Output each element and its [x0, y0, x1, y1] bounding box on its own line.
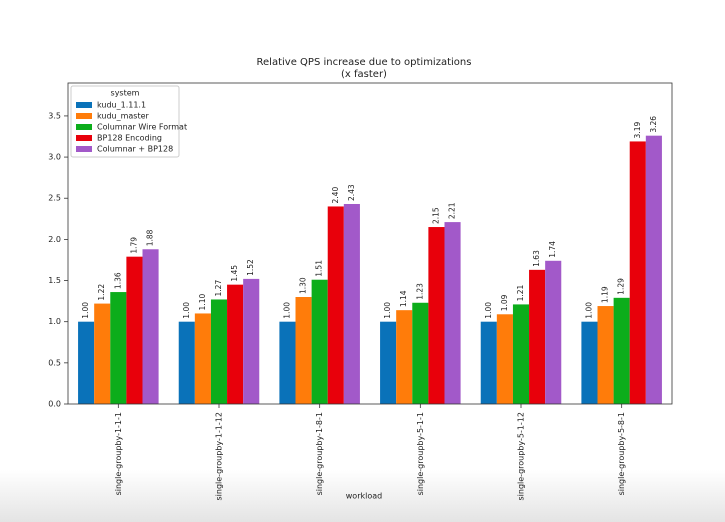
bar: [545, 260, 562, 404]
value-label: 1.74: [548, 241, 557, 258]
bar: [210, 299, 228, 404]
bar: [613, 297, 630, 404]
value-label: 2.43: [347, 184, 356, 201]
x-tick-label: single-groupby-1-1-1: [114, 412, 123, 495]
y-tick-label: 1.5: [48, 276, 61, 285]
bar: [529, 269, 546, 404]
bar: [295, 297, 312, 404]
value-label: 1.00: [484, 302, 493, 319]
y-tick-label: 2.0: [48, 235, 61, 244]
y-tick-label: 2.5: [48, 194, 61, 203]
bar: [110, 292, 127, 404]
legend-label: BP128 Encoding: [97, 134, 162, 143]
bar: [629, 141, 646, 404]
bar: [396, 310, 413, 404]
value-label: 1.09: [500, 294, 509, 311]
bar: [512, 304, 530, 404]
value-label: 1.52: [246, 259, 255, 276]
y-tick-label: 3.0: [48, 153, 61, 162]
x-tick-label: single-groupby-1-1-12: [215, 412, 224, 501]
bar: [194, 313, 211, 404]
bar: [243, 278, 260, 404]
value-label: 1.27: [214, 280, 223, 297]
legend-label: kudu_master: [97, 112, 150, 121]
bar: [279, 321, 296, 404]
legend-swatch: [76, 146, 92, 152]
value-label: 1.79: [129, 237, 138, 254]
bar: [581, 321, 598, 404]
value-label: 2.40: [331, 187, 340, 204]
value-label: 1.00: [584, 302, 593, 319]
value-label: 1.19: [601, 286, 610, 303]
y-tick-label: 3.5: [48, 111, 61, 120]
chart-title: Relative QPS increase due to optimizatio…: [257, 57, 472, 68]
legend-label: Columnar Wire Format: [97, 123, 187, 132]
legend-swatch: [76, 124, 92, 130]
legend-label: Columnar + BP128: [97, 145, 173, 154]
legend-title: system: [111, 89, 140, 98]
value-label: 1.00: [383, 302, 392, 319]
bar: [126, 256, 143, 404]
legend-swatch: [76, 135, 92, 141]
y-tick-label: 0.0: [48, 400, 61, 409]
value-label: 1.45: [230, 265, 239, 282]
value-label: 1.21: [516, 284, 525, 301]
value-label: 1.88: [146, 229, 155, 246]
x-tick-label: single-groupby-1-8-1: [315, 412, 324, 495]
bar: [645, 135, 662, 404]
bottom-shade: [0, 470, 725, 522]
value-label: 2.15: [431, 207, 440, 224]
legend-swatch: [76, 102, 92, 108]
bar: [496, 314, 513, 404]
bar: [78, 321, 95, 404]
bar: [311, 279, 328, 404]
value-label: 1.36: [113, 272, 122, 289]
bar: [480, 321, 497, 404]
bar: [227, 284, 244, 404]
bar: [94, 303, 111, 404]
value-label: 1.63: [532, 250, 541, 267]
value-label: 1.29: [617, 278, 626, 295]
value-label: 1.10: [198, 294, 207, 311]
x-tick-label: single-groupby-5-1-12: [517, 412, 526, 501]
value-label: 1.30: [299, 277, 308, 294]
plot-frame: [67, 82, 673, 405]
x-tick-label: single-groupby-5-8-1: [617, 412, 626, 495]
value-label: 1.00: [81, 302, 90, 319]
y-tick-label: 0.5: [48, 358, 61, 367]
bar: [327, 206, 344, 404]
y-tick-label: 1.0: [48, 317, 61, 326]
legend-swatch: [76, 113, 92, 119]
value-label: 1.23: [415, 283, 424, 300]
chart-subtitle: (x faster): [341, 69, 387, 80]
value-label: 2.21: [448, 202, 457, 219]
value-label: 1.00: [282, 302, 291, 319]
bar: [380, 321, 397, 404]
bar: [428, 227, 445, 404]
bar: [597, 306, 614, 404]
bar: [412, 302, 429, 404]
value-label: 3.26: [649, 116, 658, 133]
x-tick-label: single-groupby-5-1-1: [416, 412, 425, 495]
legend-box: [70, 85, 180, 158]
value-label: 1.51: [315, 260, 324, 277]
bar: [142, 249, 159, 404]
value-label: 1.14: [399, 290, 408, 307]
value-label: 1.00: [182, 302, 191, 319]
bar: [178, 321, 195, 404]
value-label: 1.22: [97, 284, 106, 301]
legend-label: kudu_1.11.1: [97, 101, 146, 110]
bar: [444, 222, 461, 404]
value-label: 3.19: [633, 122, 642, 139]
bar: [343, 203, 360, 404]
x-axis-label: workload: [346, 492, 382, 501]
